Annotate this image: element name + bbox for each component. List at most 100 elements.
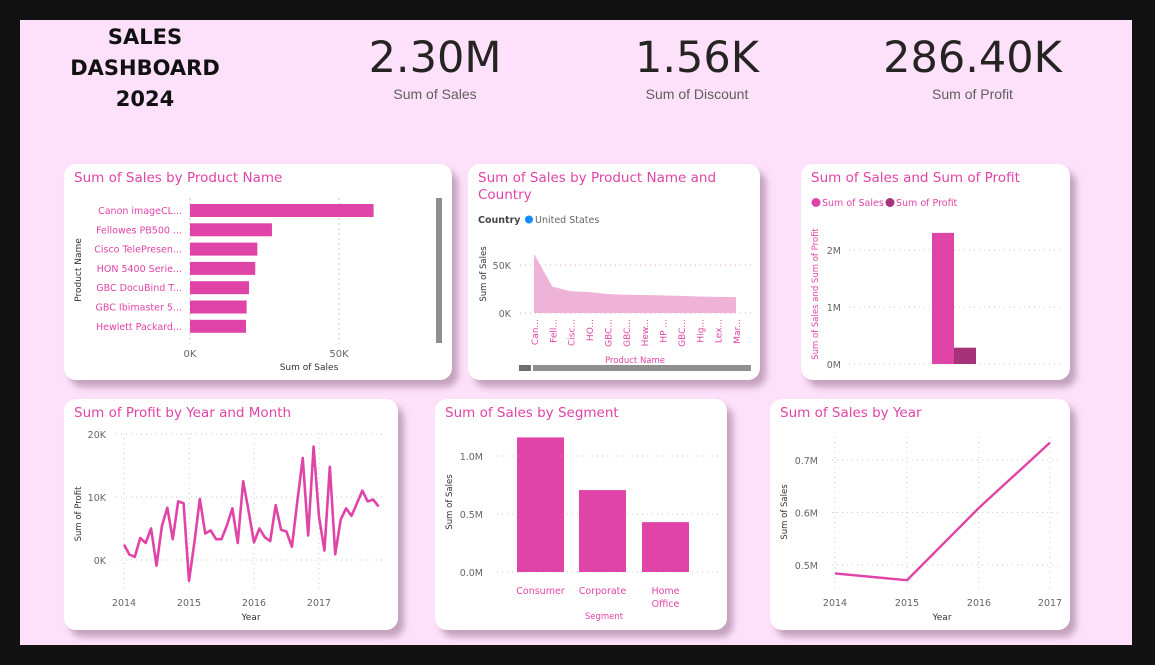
- card-sales-by-segment[interactable]: Sum of Sales by Segment 0.0M 0.5M 1.0M Cons…: [435, 399, 727, 630]
- chart-title: Sum of Profit by Year and Month: [74, 405, 292, 421]
- card-sales-by-product-country[interactable]: Sum of Sales by Product Name and Country…: [468, 164, 760, 380]
- y-tick-label: 0.6M: [795, 509, 818, 520]
- x-tick-label: HP ...: [660, 319, 670, 343]
- horizontal-scroll-thumb[interactable]: [519, 365, 531, 371]
- kpi-label: Sum of Discount: [645, 86, 749, 102]
- y-tick-label: 0M: [827, 360, 841, 371]
- x-tick-label: 2014: [823, 598, 847, 609]
- bar: [642, 522, 689, 572]
- y-axis-title: Sum of Sales and Sum of Profit: [811, 228, 821, 360]
- legend-dot: [525, 215, 533, 224]
- y-tick-label: 1M: [827, 303, 841, 314]
- legend-label: Sum of Profit: [896, 198, 958, 209]
- x-tick-label: Can...: [531, 319, 541, 345]
- x-tick-label: 2015: [895, 598, 919, 609]
- x-tick-label: 2017: [1038, 598, 1062, 609]
- bar: [517, 437, 564, 572]
- bar: [190, 281, 250, 295]
- area-chart-sales-by-product-country: Country United States 0K 50K Can... Fell... Ci…: [478, 215, 753, 366]
- line-chart-profit-by-year-month: 0K 10K 20K 2014 2015 2016 2017 Year Sum of Profi…: [74, 430, 386, 623]
- bar: [579, 490, 626, 572]
- x-tick-label: Corporate: [579, 586, 627, 597]
- y-tick-label: 0K: [94, 556, 107, 567]
- x-axis-title: Year: [240, 613, 260, 623]
- y-tick-label: HON 5400 Serie...: [97, 264, 182, 275]
- bar: [190, 242, 258, 256]
- x-tick-label: GBC...: [678, 319, 688, 347]
- x-axis-title: Year: [931, 613, 951, 623]
- y-axis-title: Product Name: [74, 238, 84, 302]
- bar-sales: [932, 232, 954, 364]
- title-line: DASHBOARD: [70, 56, 220, 80]
- kpi-card-sales[interactable]: 2.30M Sum of Sales: [355, 34, 515, 102]
- x-tick-label: HO...: [586, 319, 596, 341]
- y-tick-label: 0.0M: [460, 568, 483, 579]
- bar-chart-sales-by-product: 0K 50K Canon imageCL... Fellowes PB500 ... C…: [74, 198, 374, 373]
- y-tick-label: Canon imageCL...: [98, 206, 182, 217]
- x-tick-label: 50K: [329, 349, 349, 360]
- chart-title: Sum of Sales by Product Name and Country: [478, 170, 717, 203]
- card-profit-by-year-month[interactable]: Sum of Profit by Year and Month 0K 10K 20K…: [64, 399, 398, 630]
- legend-title: Country: [478, 215, 521, 226]
- legend-dot-profit: [885, 198, 895, 207]
- chart-title: Sum of Sales by Product Name: [74, 170, 283, 186]
- chart-title: Sum of Sales and Sum of Profit: [811, 170, 1020, 186]
- x-tick-label: Hew...: [641, 319, 651, 346]
- x-tick-label: 2015: [177, 598, 201, 609]
- line-chart-sales-by-year: 0.5M 0.6M 0.7M 2014 2015 2016 2017 Year Sum of S…: [780, 437, 1062, 623]
- x-tick-label: GBC...: [623, 319, 633, 347]
- line-series: [834, 441, 1051, 582]
- bar: [190, 319, 247, 333]
- bar-profit: [954, 347, 976, 364]
- x-tick-label: GBC...: [604, 319, 614, 347]
- bar: [190, 300, 247, 314]
- x-axis-title: Product Name: [605, 356, 665, 366]
- chart-title: Sum of Sales by Year: [780, 405, 922, 421]
- card-sales-and-profit[interactable]: Sum of Sales and Sum of Profit Sum of Sa…: [801, 164, 1070, 380]
- y-axis-title: Sum of Sales: [780, 484, 790, 540]
- chart-title: Sum of Sales by Segment: [445, 405, 619, 421]
- x-tick-label: Home: [651, 586, 679, 597]
- vertical-scrollbar[interactable]: [436, 198, 442, 343]
- x-tick-label: Lex...: [715, 319, 725, 343]
- kpi-label: Sum of Sales: [393, 86, 477, 102]
- card-sales-by-year[interactable]: Sum of Sales by Year 0.5M 0.6M 0.7M 2014 201…: [770, 399, 1070, 630]
- kpi-card-discount[interactable]: 1.56K Sum of Discount: [612, 34, 782, 102]
- kpi-value: 2.30M: [368, 33, 502, 83]
- bar-chart-sales-and-profit: Sum of Sales Sum of Profit 0M 1M 2M Sum of Sa…: [811, 198, 1063, 371]
- x-tick-label: 2016: [242, 598, 266, 609]
- x-tick-label: Office: [652, 599, 680, 610]
- x-tick-label: Fell...: [549, 319, 559, 343]
- y-axis-title: Sum of Sales: [445, 474, 455, 530]
- card-sales-by-product[interactable]: Sum of Sales by Product Name 0K 50K Canon …: [64, 164, 452, 380]
- title-line: SALES: [107, 25, 183, 49]
- bar: [190, 223, 272, 237]
- y-tick-label: 50K: [493, 261, 512, 272]
- y-axis-title: Sum of Profit: [74, 486, 84, 541]
- x-axis-title: Sum of Sales: [280, 363, 339, 373]
- dashboard-title: SALES DASHBOARD 2024: [70, 22, 220, 115]
- y-tick-label: Hewlett Packard...: [96, 322, 182, 333]
- y-tick-label: 20K: [88, 430, 107, 441]
- legend-dot-sales: [811, 198, 821, 207]
- kpi-card-profit[interactable]: 286.40K Sum of Profit: [860, 34, 1085, 102]
- y-tick-label: GBC Ibimaster 5...: [96, 303, 182, 314]
- horizontal-scrollbar[interactable]: [533, 365, 751, 371]
- y-tick-label: Fellowes PB500 ...: [96, 225, 182, 236]
- x-tick-label: Consumer: [516, 586, 565, 597]
- y-tick-label: 0.5M: [795, 561, 818, 572]
- line-series: [122, 445, 380, 583]
- bar: [190, 204, 374, 217]
- y-tick-label: GBC DocuBind T...: [96, 283, 182, 294]
- legend-label: United States: [535, 215, 599, 226]
- bar: [190, 261, 256, 275]
- legend-label: Sum of Sales: [822, 198, 884, 209]
- x-tick-label: Cisc...: [568, 319, 578, 346]
- title-line: 2024: [115, 87, 175, 111]
- y-tick-label: 2M: [827, 246, 841, 257]
- y-tick-label: 10K: [88, 493, 107, 504]
- kpi-label: Sum of Profit: [932, 86, 1013, 102]
- x-axis-title: Segment: [585, 612, 624, 622]
- x-tick-label: Mar...: [733, 319, 743, 344]
- bar-chart-sales-by-segment: 0.0M 0.5M 1.0M Consumer Corporate Home Office S…: [445, 437, 722, 622]
